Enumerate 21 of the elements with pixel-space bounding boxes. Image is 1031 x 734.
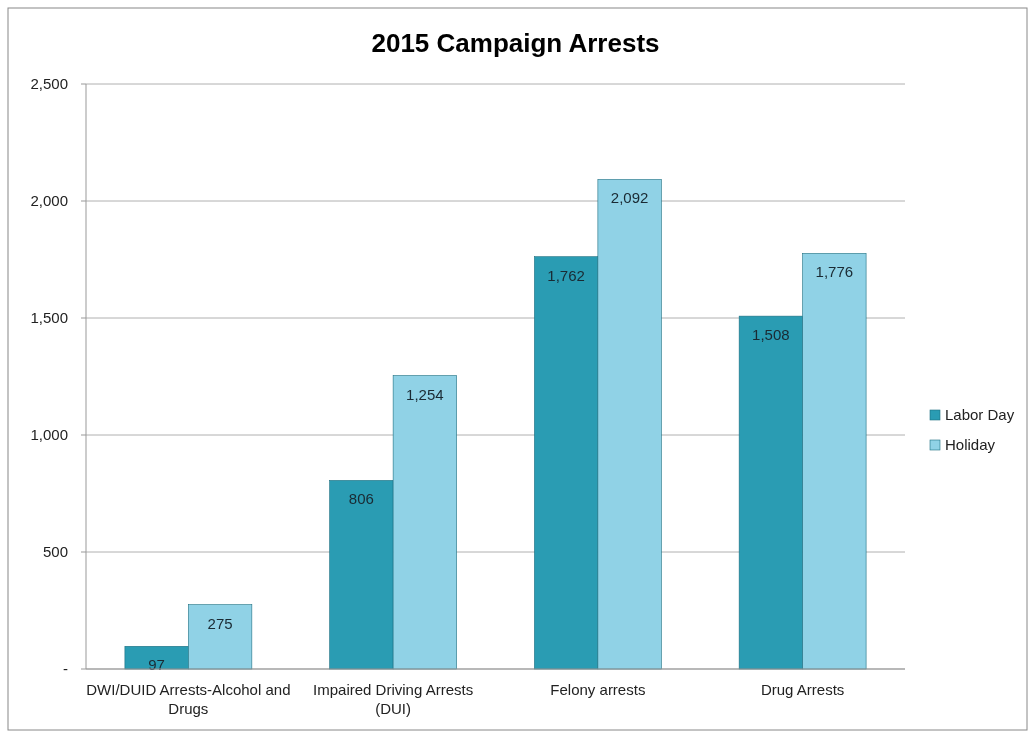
- legend-label: Labor Day: [945, 406, 1015, 423]
- y-tick-label: 500: [42, 543, 68, 560]
- x-tick-label: Drug Arrests: [760, 681, 845, 698]
- y-tick-label: -: [63, 660, 68, 677]
- x-tick-label: Felony arrests: [550, 681, 646, 698]
- x-tick-label: DWI/DUID Arrests-Alcohol and Drugs: [86, 681, 291, 717]
- data-label: 1,508: [752, 326, 790, 344]
- y-tick-label: 1,500: [30, 309, 68, 326]
- data-label: 275: [207, 614, 233, 632]
- y-tick-label: 2,500: [30, 75, 68, 92]
- data-label: 1,254: [406, 385, 444, 403]
- data-label: 97: [148, 656, 165, 674]
- x-tick-label: Impaired Driving Arrests (DUI): [313, 681, 474, 717]
- data-label: 806: [348, 490, 374, 508]
- y-tick-label: 2,000: [30, 192, 68, 209]
- legend-label: Holiday: [945, 436, 996, 453]
- data-label: 1,776: [815, 263, 854, 281]
- data-label: 2,092: [610, 189, 649, 207]
- chart-title: 2015 Campaign Arrests: [371, 28, 660, 58]
- data-label: 1,762: [547, 266, 585, 284]
- y-tick-label: 1,000: [30, 426, 68, 443]
